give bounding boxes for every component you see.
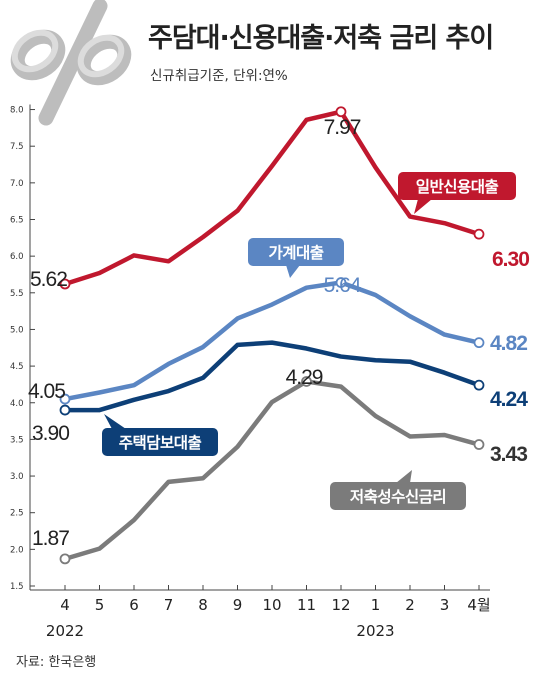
source-note: 자료: 한국은행 xyxy=(16,655,97,670)
y-tick-label: 2.5 xyxy=(10,509,24,519)
y-tick-label: 1.5 xyxy=(10,582,24,592)
x-tick-label: 9 xyxy=(233,596,243,614)
end-label-credit-loan: 6.30 xyxy=(492,248,529,271)
series-label-mortgage-pointer xyxy=(104,414,126,429)
y-tick-label: 6.5 xyxy=(10,216,24,226)
series-label-credit-loan: 일반신용대출 xyxy=(416,178,499,196)
y-tick-label: 4.0 xyxy=(10,399,24,409)
y-tick-label: 7.0 xyxy=(10,179,24,189)
series-label-household-loan: 가계대출 xyxy=(268,243,323,262)
y-tick-label: 6.0 xyxy=(10,252,24,262)
series-label-savings: 저축성수신금리 xyxy=(350,488,446,506)
x-tick-label: 12 xyxy=(331,596,350,614)
series-line-3 xyxy=(62,379,482,562)
x-tick-label: 6 xyxy=(129,596,139,614)
x-tick-label: 11 xyxy=(297,596,316,614)
start-label-household-loan: 4.05 xyxy=(28,380,65,403)
x-tick-label: 4 xyxy=(60,596,70,614)
end-label-savings: 3.43 xyxy=(490,443,527,466)
x-tick-label: 7 xyxy=(164,596,174,614)
y-tick-label: 5.5 xyxy=(10,289,24,299)
chart-subtitle: 신규취급기준, 단위:연% xyxy=(150,68,288,84)
start-label-mortgage: 3.90 xyxy=(32,422,69,445)
y-tick-label: 4.5 xyxy=(10,362,24,372)
series-label-savings-box xyxy=(330,482,466,510)
x-tick-label: 1 xyxy=(371,596,381,614)
series-line-2 xyxy=(62,340,482,413)
percent-icon xyxy=(10,0,132,126)
end-label-mortgage: 4.24 xyxy=(490,388,528,411)
series-label-household-loan-box xyxy=(248,238,344,266)
start-label-credit-loan: 5.62 xyxy=(30,268,67,291)
series-line-0 xyxy=(62,109,482,287)
series-line-1 xyxy=(62,280,482,402)
x-tick-label: 4월 xyxy=(467,596,490,614)
x-tick-label: 2 xyxy=(405,596,415,614)
peak-label-household-loan: 5.64 xyxy=(324,274,362,297)
data-point xyxy=(59,393,71,405)
year-label-2023: 2023 xyxy=(356,622,394,640)
series-label-household-loan-pointer xyxy=(286,265,300,278)
chart-title: 주담대·신용대출·저축 금리 추이 xyxy=(148,23,494,54)
peak-label-credit-loan: 7.97 xyxy=(324,116,361,139)
data-point xyxy=(335,277,347,288)
data-point xyxy=(473,379,485,391)
series-label-mortgage-box xyxy=(102,428,218,456)
x-tick-label: 8 xyxy=(198,596,208,614)
x-tick-label: 5 xyxy=(95,596,105,614)
end-label-household-loan: 4.82 xyxy=(490,332,527,355)
data-point xyxy=(59,278,71,290)
data-point xyxy=(473,439,485,450)
data-point xyxy=(335,106,347,118)
series-label-savings-pointer xyxy=(396,470,412,483)
data-point xyxy=(301,376,312,387)
y-tick-label: 3.0 xyxy=(10,472,24,482)
start-label-savings: 1.87 xyxy=(32,527,69,550)
peak-label-savings: 4.29 xyxy=(286,366,323,389)
x-tick-label: 10 xyxy=(262,596,281,614)
year-label-2022: 2022 xyxy=(46,622,84,640)
series-label-credit-loan-pointer xyxy=(414,199,432,214)
y-tick-label: 8.0 xyxy=(10,106,24,116)
y-tick-label: 7.5 xyxy=(10,142,24,152)
y-tick-label: 5.0 xyxy=(10,325,24,335)
series-label-mortgage: 주택담보대출 xyxy=(119,434,202,452)
data-point xyxy=(59,404,71,416)
data-point xyxy=(59,553,71,565)
data-point xyxy=(473,228,485,240)
data-point xyxy=(473,337,485,349)
y-tick-label: 2.0 xyxy=(10,545,24,555)
series-label-credit-loan-box xyxy=(398,172,516,200)
x-tick-label: 3 xyxy=(440,596,450,614)
y-tick-label: 3.5 xyxy=(10,435,24,445)
